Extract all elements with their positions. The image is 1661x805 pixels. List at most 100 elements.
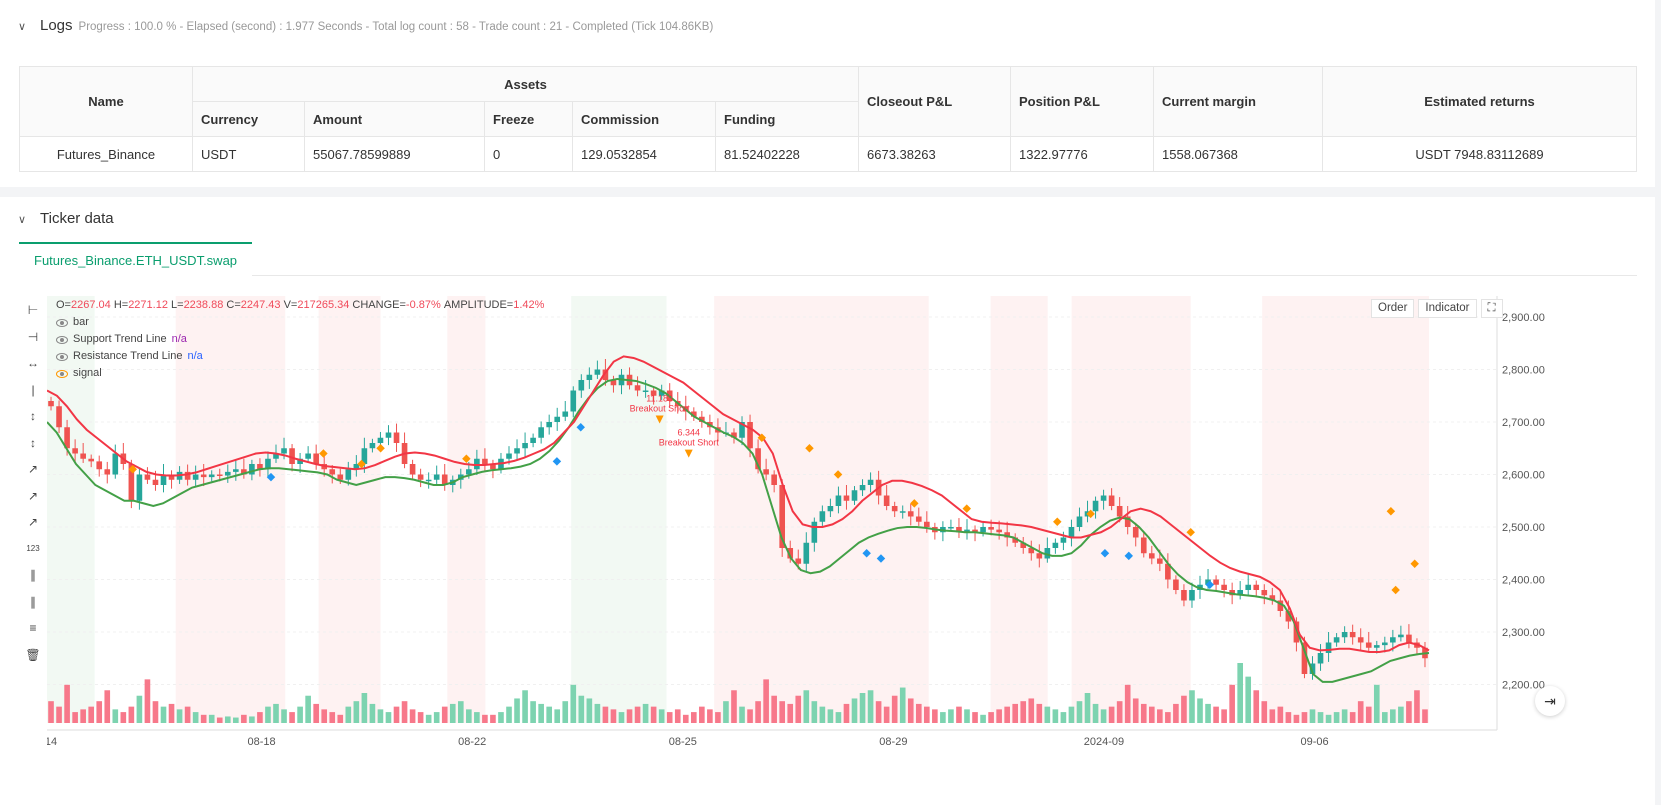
indicator-button[interactable]: Indicator [1418,299,1477,318]
chevron-down-icon[interactable]: ∨ [18,214,27,226]
volume-bar [1060,712,1067,723]
volume-bar [956,706,962,723]
logs-header[interactable]: ∨ Logs Progress : 100.0 % - Elapsed (sec… [18,17,713,34]
volume-bar [1390,709,1396,723]
candle-body [88,458,95,462]
candle-body [160,474,167,485]
candle-body [1205,579,1211,585]
table-row: Futures_Binance USDT 55067.78599889 0 12… [19,136,1637,172]
col-amount: Amount [304,101,485,137]
price-chart[interactable]: 2,900.00 2,800.00 2,700.00 2,600.00 2,500.00… [47,296,1657,781]
chevron-down-icon[interactable]: ∨ [18,21,27,33]
vertical-segment-icon[interactable]: ↕ [30,435,36,450]
candle-body [586,374,593,380]
volume-bar [755,701,761,723]
horizontal-ray-icon[interactable]: ⊣ [27,329,39,344]
volume-bar [88,706,95,723]
candle-body [731,432,737,438]
legend-support[interactable]: Support Trend Line n/a [56,331,544,348]
volume-bar [1020,701,1027,723]
volume-bar [747,709,753,723]
volume-bar [56,706,62,723]
candle-body [104,469,111,475]
horizontal-line-icon[interactable]: ⊢ [27,303,39,318]
horizontal-segment-icon[interactable]: ↔ [27,356,39,371]
legend-signal[interactable]: signal [56,365,544,382]
fibonacci-icon[interactable]: ≡ [29,621,37,636]
volume-bar [642,703,649,723]
candle-body [747,422,753,449]
x-tick-label: 2024-09 [1084,736,1124,748]
volume-bar [907,698,914,723]
candle-body [1285,611,1292,622]
volume-bar [361,693,368,723]
candle-body [72,448,78,454]
segment-line-icon[interactable]: ↗ [27,515,39,530]
candle-body [538,427,544,438]
volume-bar [1317,712,1324,723]
candle-body [602,369,609,380]
volume-bar [578,695,585,723]
candle-body [377,437,384,443]
eye-icon[interactable] [56,352,68,361]
volume-bar [875,701,882,723]
candle-body [168,474,175,480]
parallel-lines-icon[interactable]: ∥ [30,568,36,583]
h-label: H= [113,299,129,311]
candle-body [771,474,777,485]
ray-line-icon[interactable]: ↗ [27,488,39,503]
eye-icon[interactable] [56,318,68,327]
volume-bar [1124,684,1131,723]
candle-body [200,474,207,478]
signal-marker [266,472,276,482]
volume-bar [249,716,255,723]
volume-bar [433,712,440,723]
v-label: V= [283,299,298,311]
candle-body [996,529,1002,533]
volume-bar [104,690,111,723]
trash-icon[interactable]: 🗑 [25,647,41,662]
legend-support-label: Support Trend Line [73,333,167,345]
volume-bar [964,709,970,723]
candle-body [152,479,159,485]
volume-bar [626,709,633,723]
legend-bar[interactable]: bar [56,314,544,331]
candle-body [755,448,761,470]
cell-freeze: 0 [484,136,573,172]
legend-resistance[interactable]: Resistance Trend Line n/a [56,348,544,365]
candle-body [1213,579,1219,585]
candle-body [972,529,978,533]
volume-bar [1108,706,1115,723]
trend-line-icon[interactable]: ↗ [27,462,39,477]
eye-icon[interactable] [56,335,68,344]
ticker-header[interactable]: ∨ Ticker data [18,210,114,227]
fullscreen-icon[interactable]: ⛶ [1480,299,1503,318]
candle-body [1293,621,1300,643]
regime-zone [990,296,1048,723]
candle-body [1245,584,1252,590]
col-closeout-pl: Closeout P&L [858,66,1011,137]
candle-body [64,427,70,449]
ticker-panel: ∨ Ticker data Futures_Binance.ETH_USDT.s… [0,197,1655,805]
price-label-icon[interactable]: 123 [26,544,40,554]
order-button[interactable]: Order [1371,299,1415,318]
vertical-ray-icon[interactable]: ↕ [30,409,36,424]
ticker-tabbar: Futures_Binance.ETH_USDT.swap [19,242,1637,276]
candle-body [1189,590,1195,601]
candle-body [273,453,279,459]
candle-body [337,474,344,480]
candle-body [249,464,255,475]
vertical-line-icon[interactable]: | [31,382,35,397]
candle-body [297,458,303,464]
volume-bar [883,706,890,723]
volume-bar [1245,676,1252,723]
volume-bar [144,679,151,723]
eye-icon[interactable] [56,369,68,378]
volume-bar [474,712,480,723]
volume-bar [377,709,384,723]
channel-icon[interactable]: ∥ [30,594,36,609]
scroll-to-end-icon[interactable]: ⇥ [1535,686,1565,716]
candle-body [490,464,496,470]
tab-eth-usdt-swap[interactable]: Futures_Binance.ETH_USDT.swap [19,242,253,276]
volume-bar [425,714,432,723]
